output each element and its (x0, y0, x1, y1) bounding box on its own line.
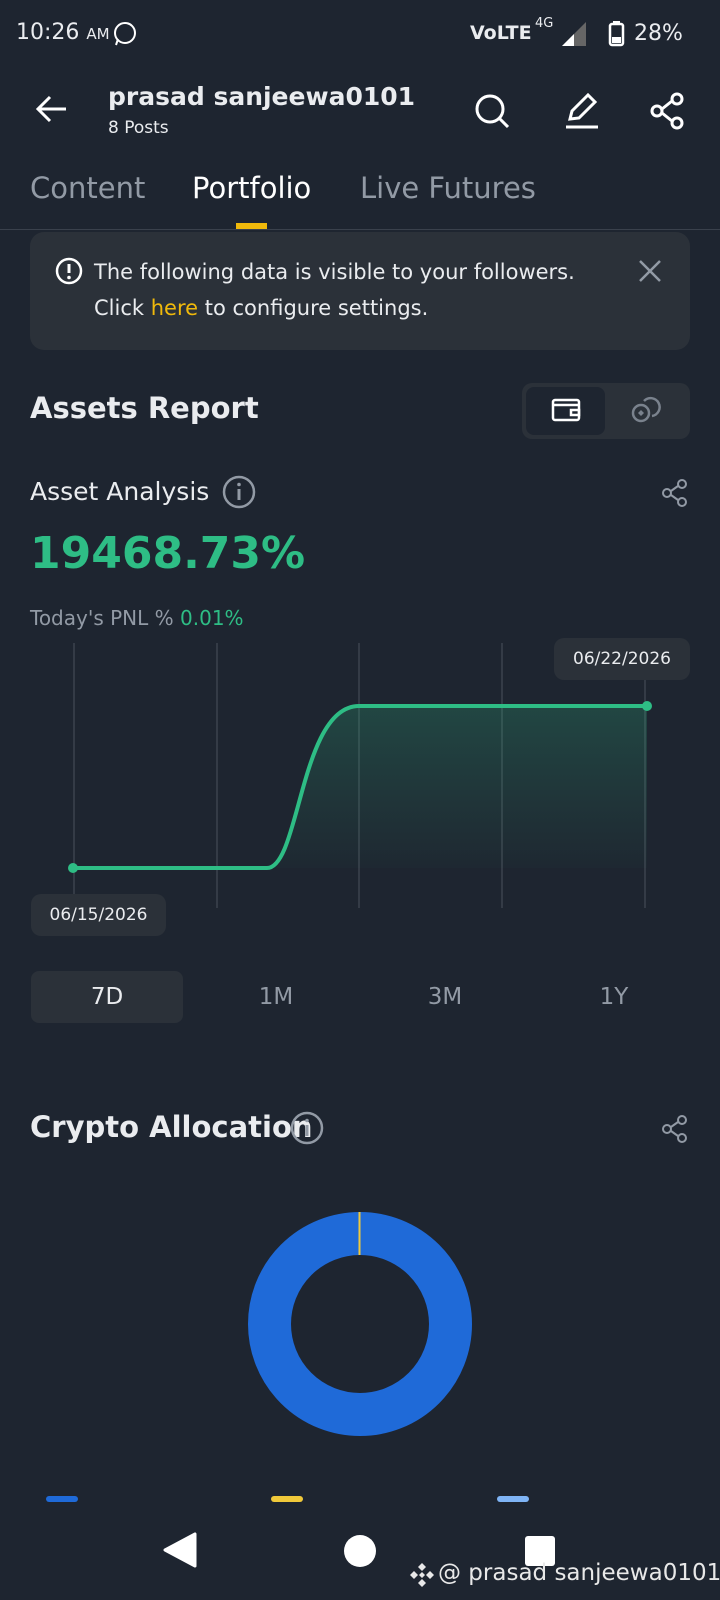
info-icon[interactable] (221, 474, 257, 510)
battery: 28% (634, 21, 683, 46)
share-button[interactable] (648, 91, 688, 131)
search-button[interactable] (472, 91, 512, 131)
status-time: 10:26 AM (16, 20, 110, 45)
point (642, 701, 652, 711)
time: 10:26 (16, 20, 80, 45)
watermark: @ prasad sanjeewa0101 (438, 1560, 720, 1586)
tab-active[interactable]: Portfolio (192, 171, 312, 205)
legend-swatch (46, 1496, 78, 1502)
legend-swatch (497, 1496, 529, 1502)
link[interactable]: here (150, 296, 199, 320)
share-icon[interactable] (660, 478, 690, 508)
wallet-icon (551, 398, 581, 422)
section-title: Asset Analysis (30, 477, 210, 506)
nav-back[interactable] (162, 1532, 198, 1568)
edit-button[interactable] (562, 91, 602, 131)
text: Click (94, 296, 145, 320)
back-button[interactable] (34, 94, 70, 124)
area (73, 706, 647, 868)
date-tooltip: 06/22/2026 (554, 638, 690, 680)
network: VoLTE (470, 22, 532, 44)
watermark-logo (410, 1563, 434, 1587)
period-button[interactable]: 3M (427, 984, 463, 1010)
pnl-line (73, 704, 647, 870)
label: Today's PNL % (30, 606, 174, 630)
ampm: AM (86, 25, 110, 43)
profile-name: prasad sanjeewa0101 (108, 82, 416, 111)
tab[interactable]: Live Futures (360, 171, 536, 205)
period-button[interactable]: 1Y (599, 984, 629, 1010)
donut-segment (248, 1212, 472, 1436)
coins-icon[interactable] (630, 395, 662, 425)
signal-icon (562, 22, 586, 46)
battery-icon (608, 21, 625, 47)
notice-box (30, 232, 690, 350)
period-button[interactable]: 1M (258, 984, 294, 1010)
nav-recents[interactable] (524, 1535, 556, 1567)
divider (0, 229, 720, 230)
signal-type: 4G (535, 16, 554, 31)
period-button-active[interactable]: 7D (31, 971, 183, 1023)
close-button[interactable] (637, 258, 663, 284)
info-icon[interactable] (289, 1110, 325, 1146)
whatsapp-icon (114, 22, 136, 46)
tab-indicator (236, 223, 267, 229)
legend-swatch (271, 1496, 303, 1502)
pnl-label: Today's PNL % 0.01% (30, 606, 244, 630)
text: to configure settings. (204, 296, 429, 320)
today-pnl: 0.01% (180, 606, 244, 630)
point (68, 863, 78, 873)
section-title: Crypto Allocation (30, 1110, 313, 1144)
section-title: Assets Report (30, 391, 259, 425)
pnl-value: 19468.73% (30, 528, 306, 579)
alert-icon (55, 257, 83, 285)
notice-text: The following data is visible to your fo… (94, 260, 575, 284)
notice-text: Click here to configure settings. (94, 296, 428, 320)
tab[interactable]: Content (30, 171, 146, 205)
post-count: 8 Posts (108, 118, 169, 138)
pnl-chart (68, 643, 652, 908)
nav-home[interactable] (342, 1533, 378, 1569)
donut-chart (248, 1212, 472, 1436)
share-icon[interactable] (660, 1114, 690, 1144)
date-tooltip: 06/15/2026 (31, 894, 166, 936)
toggle-active[interactable] (526, 387, 605, 435)
